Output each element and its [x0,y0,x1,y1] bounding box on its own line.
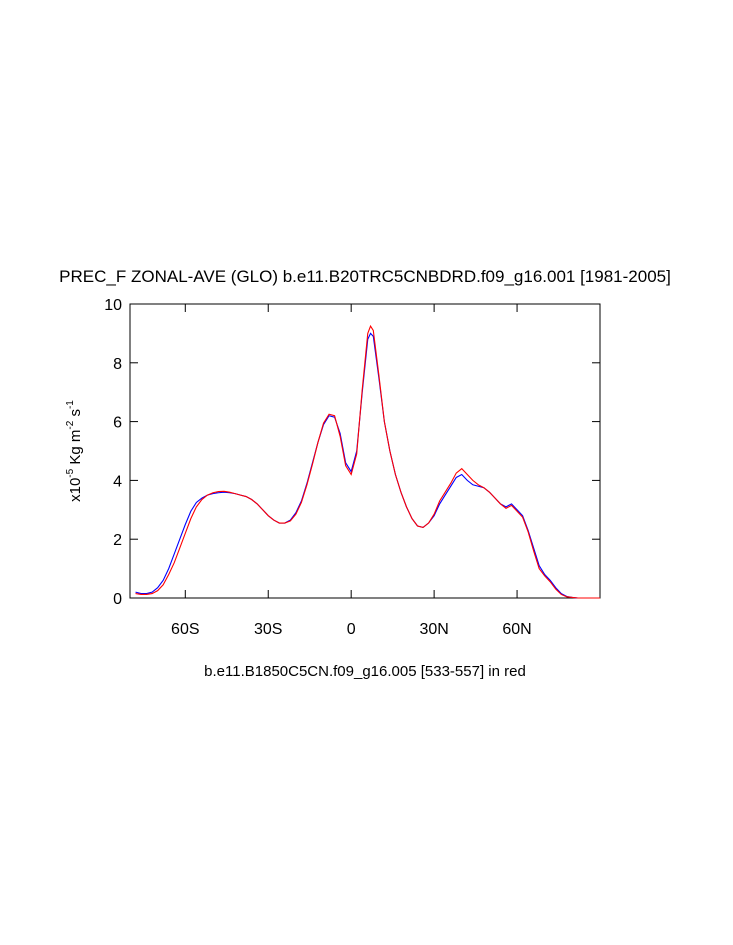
y-tick-label: 0 [113,591,122,608]
y-axis-label-part: x10 [67,478,84,502]
x-tick-label: 0 [347,621,356,638]
data-line [135,332,600,599]
y-axis-label-part: -5 [65,468,76,477]
data-line [135,324,600,599]
chart-title: PREC_F ZONAL-AVE (GLO) b.e11.B20TRC5CNBD… [59,267,671,286]
y-tick-label: 10 [104,297,122,314]
x-tick-label: 30S [254,621,282,638]
y-axis-label-part: -1 [65,400,76,409]
y-axis-label-part: -2 [65,420,76,429]
y-axis-label: x10-5 Kg m-2 s-1 [65,400,84,502]
x-tick-label: 30N [419,621,448,638]
x-tick-label: 60N [502,621,531,638]
y-tick-label: 8 [113,356,122,373]
chart-subtitle: b.e11.B1850C5CN.f09_g16.005 [533-557] in… [204,663,526,680]
y-axis-label-part: s [67,409,84,421]
y-tick-label: 4 [113,473,122,490]
y-tick-label: 2 [113,532,122,549]
y-axis-label-part: Kg m [67,430,84,469]
plot-frame [129,303,601,599]
x-tick-label: 60S [171,621,199,638]
y-tick-label: 6 [113,415,122,432]
